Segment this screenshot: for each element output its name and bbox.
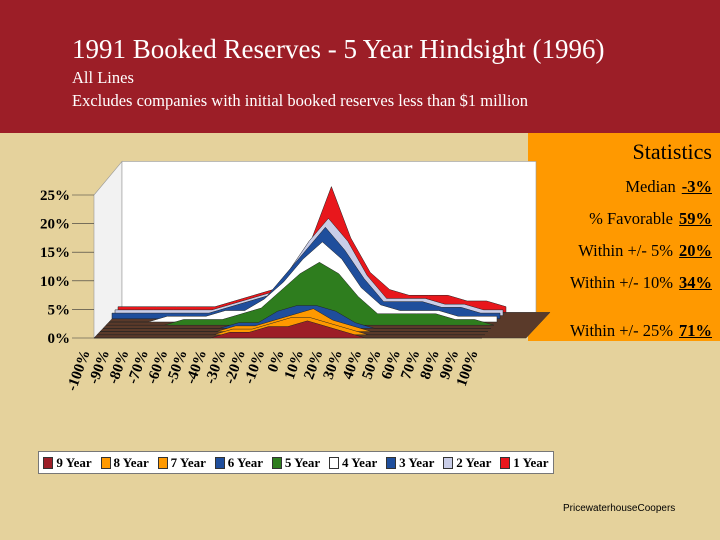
legend-item-5-year: 5 Year xyxy=(271,454,321,471)
legend-swatch xyxy=(443,456,454,469)
stat-value: 71% xyxy=(679,321,712,340)
stat-value: 59% xyxy=(679,209,712,228)
stat-row-favorable: % Favorable 59% xyxy=(589,209,712,229)
stat-label: % Favorable xyxy=(589,209,673,228)
legend-label: 6 Year xyxy=(227,454,264,470)
subtitle-exclusion-note: Excludes companies with initial booked r… xyxy=(72,91,528,110)
legend-label: 7 Year xyxy=(170,454,206,470)
stat-label: Within +/- 10% xyxy=(569,273,673,292)
legend-item-9-year: 9 Year xyxy=(43,454,92,471)
legend-swatch xyxy=(214,456,225,469)
legend-item-7-year: 7 Year xyxy=(157,454,206,471)
y-tick-label: 25% xyxy=(40,188,70,204)
legend-item-8-year: 8 Year xyxy=(100,454,149,471)
area-series-5-year xyxy=(106,261,495,326)
legend-swatch xyxy=(157,456,168,469)
legend-label: 9 Year xyxy=(56,454,92,470)
subtitle-scope: All Lines xyxy=(72,68,134,87)
legend-swatch xyxy=(500,456,511,469)
y-tick-label: 15% xyxy=(40,245,70,261)
legend-swatch xyxy=(328,456,339,469)
stat-label: Within +/- 5% xyxy=(578,241,673,260)
title-banner: 1991 Booked Reserves - 5 Year Hindsight … xyxy=(0,0,720,133)
stat-row-within-10: Within +/- 10% 34% xyxy=(570,273,712,293)
legend-label: 8 Year xyxy=(113,454,149,470)
legend-item-4-year: 4 Year xyxy=(328,454,378,471)
legend-label: 3 Year xyxy=(399,454,435,470)
stat-label: Within +/- 25% xyxy=(569,321,673,340)
x-tick-label: 0% xyxy=(265,348,288,375)
stat-value: 20% xyxy=(679,241,712,260)
legend-swatch xyxy=(100,456,111,469)
stat-row-within-5: Within +/- 5% 20% xyxy=(578,241,712,261)
company-credit: PricewaterhouseCoopers xyxy=(563,503,676,514)
y-tick-label: 10% xyxy=(40,274,70,290)
y-tick-label: 0% xyxy=(48,331,71,347)
legend-swatch xyxy=(386,456,397,469)
legend-swatch xyxy=(271,456,282,469)
legend-label: 2 Year xyxy=(456,454,492,470)
legend-label: 4 Year xyxy=(341,454,378,470)
y-tick-label: 5% xyxy=(48,302,71,318)
page-title: 1991 Booked Reserves - 5 Year Hindsight … xyxy=(72,34,605,64)
y-tick-label: 20% xyxy=(40,217,70,233)
chart-legend: 9 Year 8 Year 7 Year 6 Year 5 Year 4 Yea… xyxy=(38,451,554,474)
legend-label: 5 Year xyxy=(284,454,321,470)
statistics-panel: Statistics Median -3% % Favorable 59% With… xyxy=(528,133,720,341)
area-series-9-year xyxy=(94,320,482,339)
statistics-title: Statistics xyxy=(632,139,712,164)
legend-label: 1 Year xyxy=(513,454,549,470)
legend-item-2-year: 2 Year xyxy=(443,455,491,471)
legend-item-1-year: 1 Year xyxy=(500,454,549,471)
stat-label: Median xyxy=(625,177,676,196)
stat-value: 34% xyxy=(679,273,712,292)
stat-value: -3% xyxy=(681,177,712,196)
stat-row-within-25: Within +/- 25% 71% xyxy=(570,321,712,341)
stat-row-median: Median -3% xyxy=(625,177,712,197)
legend-item-6-year: 6 Year xyxy=(214,454,264,471)
legend-item-3-year: 3 Year xyxy=(386,455,434,471)
legend-swatch xyxy=(43,456,54,469)
